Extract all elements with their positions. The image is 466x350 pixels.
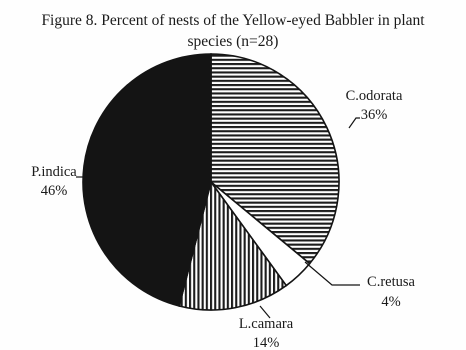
chart-title-line-1: Figure 8. Percent of nests of the Yellow… bbox=[41, 12, 425, 29]
slice-label-percent: 46% bbox=[41, 183, 68, 199]
leader-line-l-camara bbox=[259, 305, 271, 319]
slice-label-name: L.camara bbox=[239, 316, 294, 332]
pie-slice-c-odorata bbox=[210, 53, 340, 265]
pie-slice-p-indica bbox=[82, 53, 212, 307]
leader-line-c-retusa bbox=[304, 261, 360, 286]
slice-label-name: C.retusa bbox=[367, 274, 415, 290]
slice-label-name: P.indica bbox=[31, 164, 77, 180]
leader-lines bbox=[76, 117, 360, 319]
slice-labels: C.odorata 36% C.retusa 4% L.camara 14% P.indic… bbox=[31, 88, 415, 350]
pie-slices bbox=[82, 53, 340, 311]
slice-label-name: C.odorata bbox=[346, 88, 403, 104]
leader-line-c-odorata bbox=[348, 117, 360, 129]
chart-title-line-2: species (n=28) bbox=[187, 33, 279, 50]
slice-label-percent: 36% bbox=[361, 107, 388, 123]
slice-label-percent: 4% bbox=[381, 294, 400, 310]
pie-slice-l-camara bbox=[178, 180, 288, 311]
slice-label-percent: 14% bbox=[253, 335, 280, 350]
